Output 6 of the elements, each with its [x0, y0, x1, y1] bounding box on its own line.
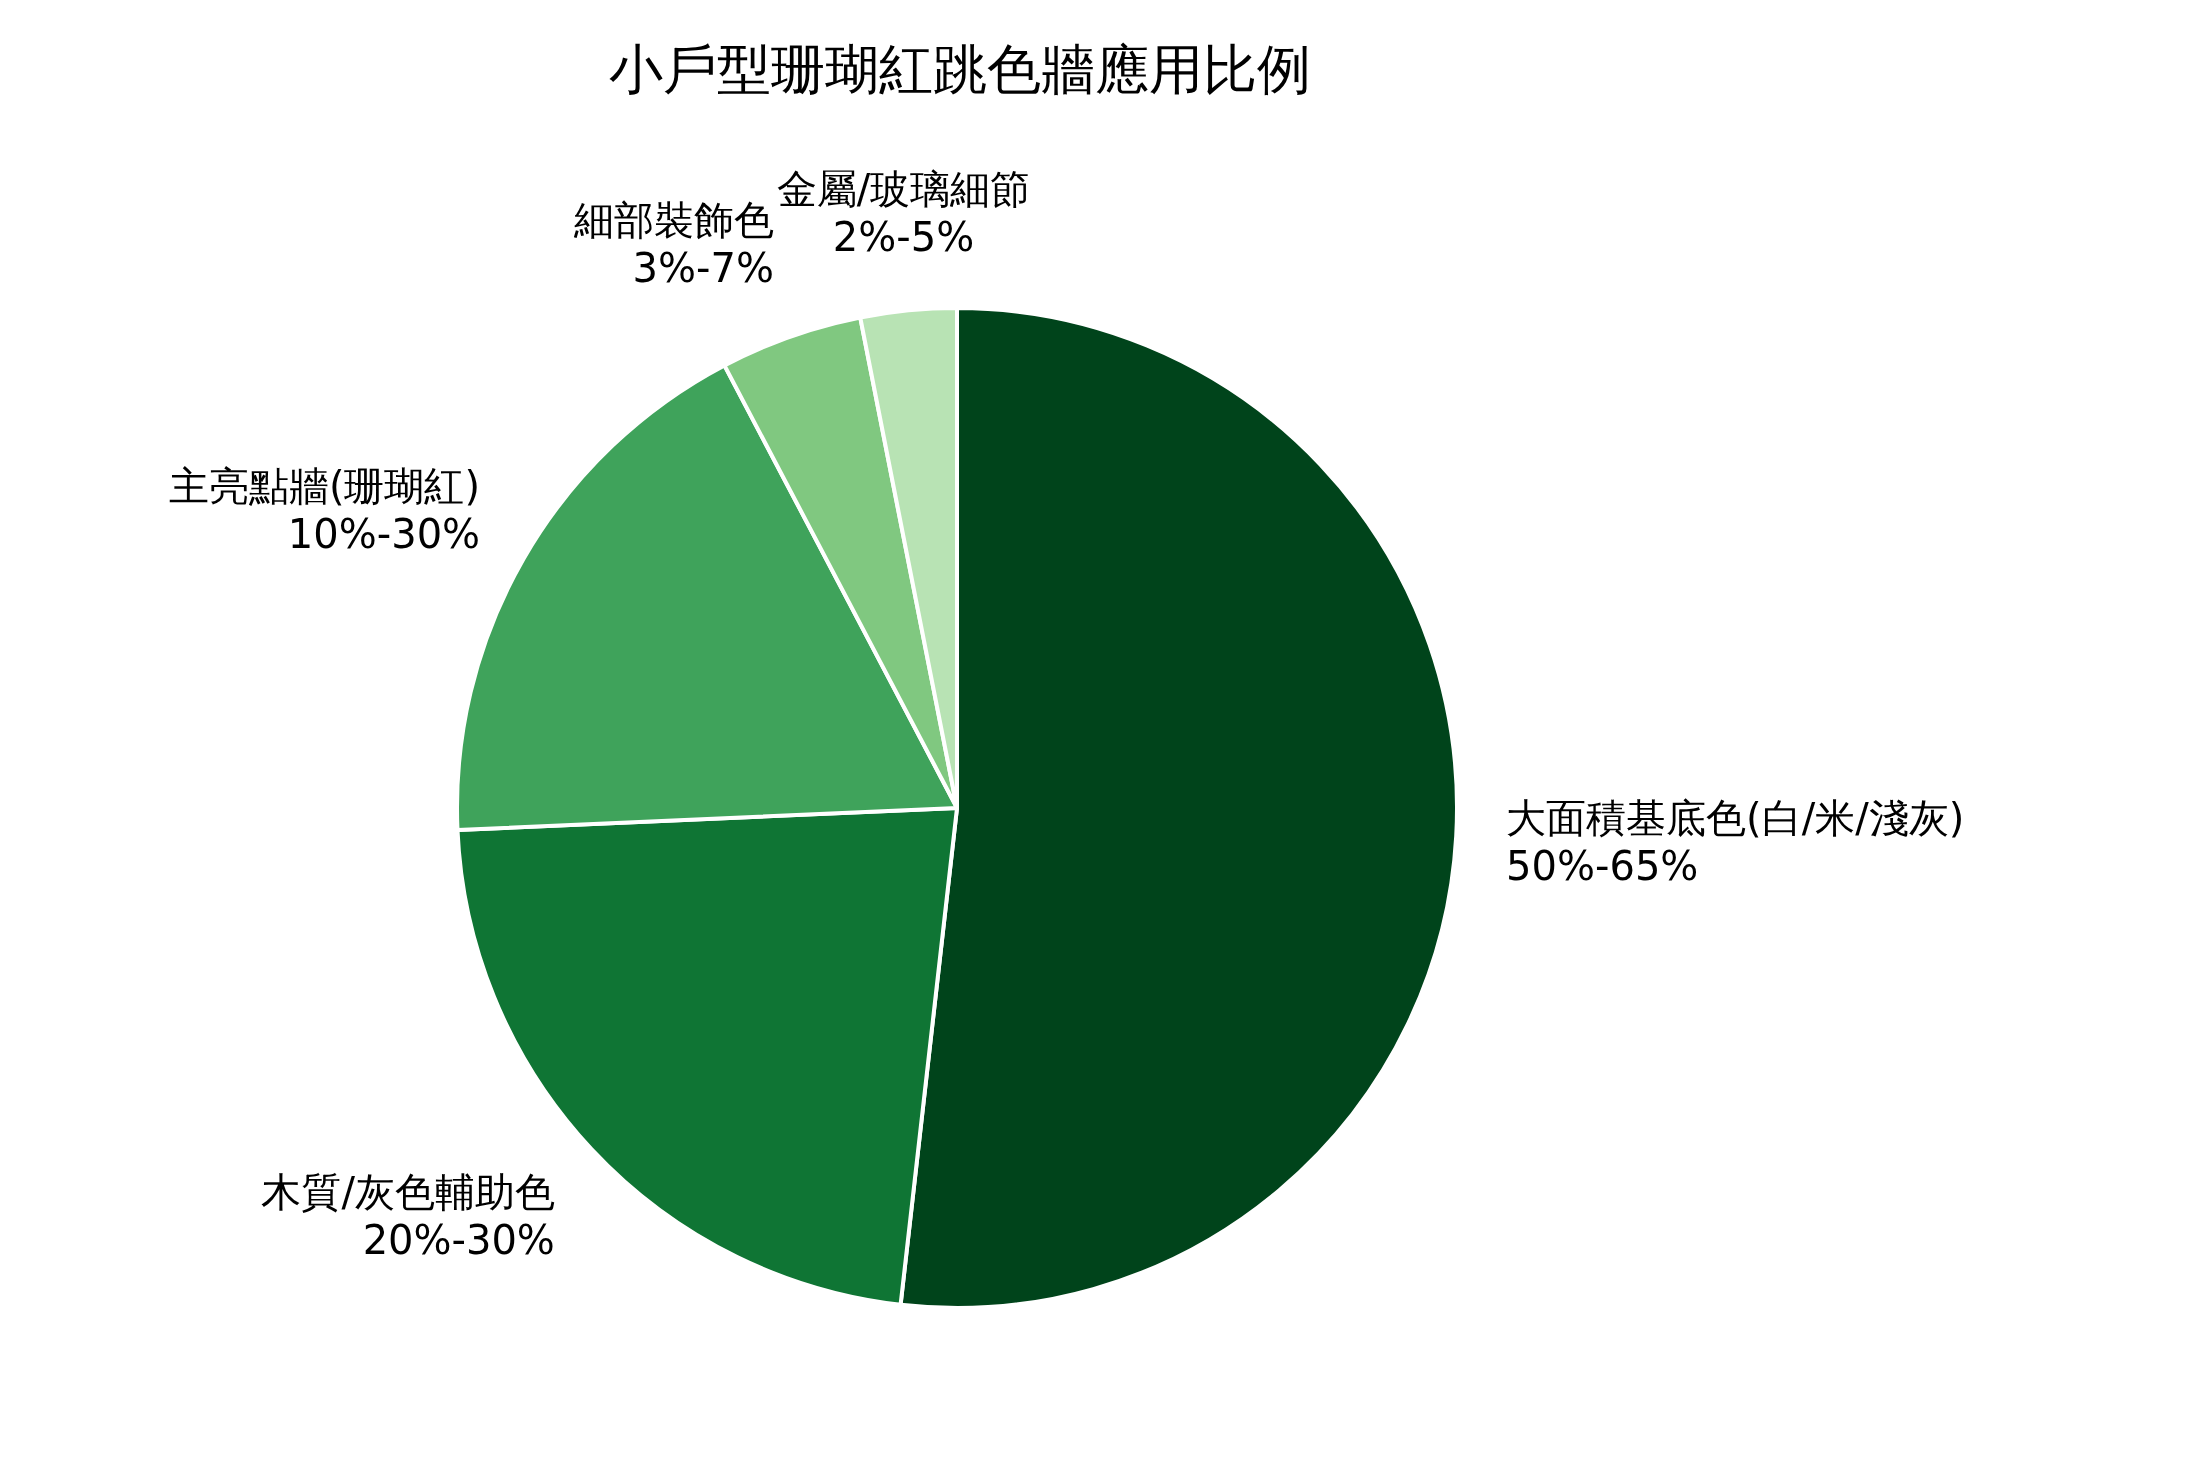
chart-title: 小戶型珊瑚紅跳色牆應用比例 [609, 38, 1311, 101]
slice-label: 金屬/玻璃細節 2%-5% [776, 166, 1031, 261]
slice-label: 木質/灰色輔助色 20%-30% [261, 1169, 555, 1264]
slice-label: 主亮點牆(珊瑚紅) 10%-30% [168, 463, 481, 558]
slice-label: 大面積基底色(白/米/淺灰) 50%-65% [1506, 795, 1965, 890]
slice-label: 細部裝飾色 3%-7% [572, 197, 774, 292]
